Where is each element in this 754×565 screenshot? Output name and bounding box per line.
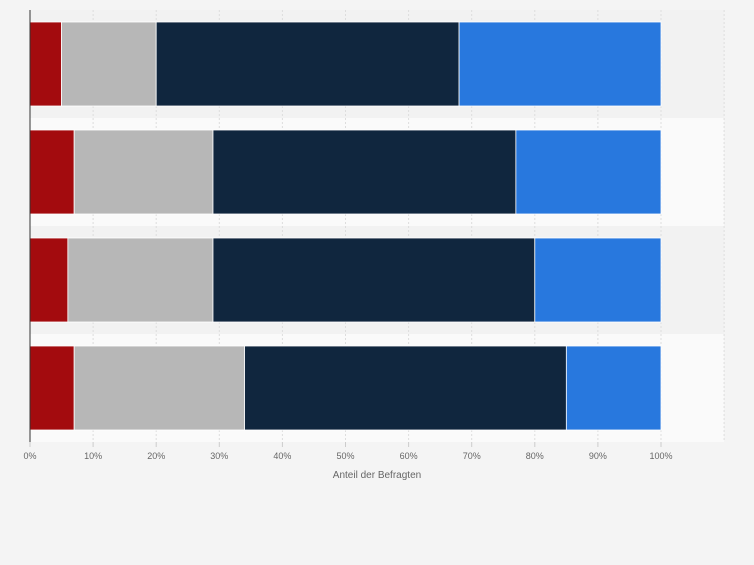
bars [29, 21, 662, 431]
x-tick-label: 40% [273, 451, 291, 461]
bar-segment [29, 237, 69, 323]
bar-segment [29, 345, 75, 431]
x-axis-label: Anteil der Befragten [333, 470, 421, 481]
bar-segment [61, 21, 157, 107]
bar-segment [515, 129, 662, 215]
x-tick-label: 30% [210, 451, 228, 461]
bar-segment [534, 237, 662, 323]
x-tick-label: 90% [589, 451, 607, 461]
x-tick-label: 70% [463, 451, 481, 461]
bar-segment [458, 21, 662, 107]
x-tick-label: 10% [84, 451, 102, 461]
x-tick-label: 80% [526, 451, 544, 461]
x-tick-label: 60% [400, 451, 418, 461]
bar-segment [73, 129, 214, 215]
bar-segment [73, 345, 245, 431]
bar-segment [155, 21, 460, 107]
x-tick-label: 20% [147, 451, 165, 461]
x-tick-label: 0% [23, 451, 36, 461]
x-tick-label: 100% [649, 451, 672, 461]
bar-segment [29, 129, 75, 215]
bar-segment [29, 21, 62, 107]
x-tick-label: 50% [336, 451, 354, 461]
x-axis: 0% 10% 20% 30% 40% 50% 60% 70% 80% 90% 100% [23, 10, 673, 461]
bar-segment [212, 237, 536, 323]
bar-segment [67, 237, 214, 323]
bar-segment [212, 129, 517, 215]
bar-segment [565, 345, 662, 431]
bar-segment [244, 345, 567, 431]
